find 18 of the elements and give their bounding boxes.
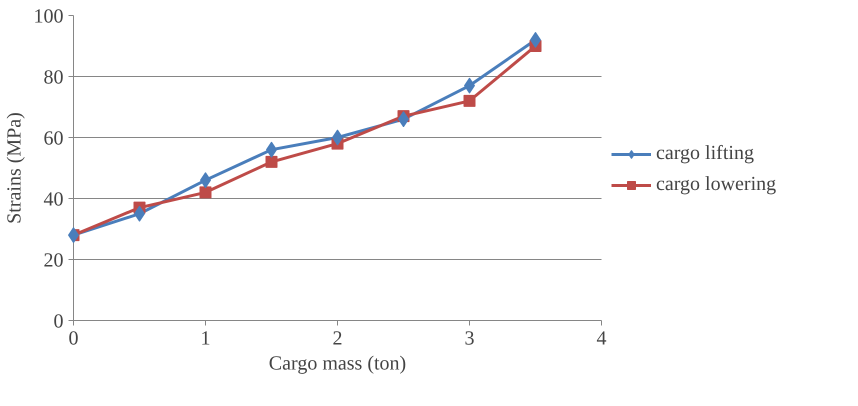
- y-tick-label: 0: [54, 310, 64, 332]
- x-tick-label: 4: [596, 328, 606, 350]
- x-tick-label: 3: [464, 328, 474, 350]
- x-tick-label: 1: [200, 328, 210, 350]
- point: [464, 94, 476, 107]
- y-tick-label: 20: [44, 250, 64, 272]
- x-tick-label: 0: [68, 328, 78, 350]
- point: [200, 186, 212, 198]
- x-axis-title: Cargo mass (ton): [268, 352, 406, 374]
- point: [266, 156, 278, 168]
- y-tick-label: 100: [34, 6, 64, 28]
- x-tick-label: 2: [332, 328, 342, 350]
- y-tick-label: 60: [44, 128, 64, 150]
- y-tick-label: 80: [44, 66, 64, 88]
- y-axis-title: Strains (MPa): [4, 112, 26, 224]
- legend-label: cargo lowering: [656, 173, 776, 196]
- y-tick-label: 40: [44, 188, 64, 210]
- legend-label: cargo lifting: [656, 142, 754, 165]
